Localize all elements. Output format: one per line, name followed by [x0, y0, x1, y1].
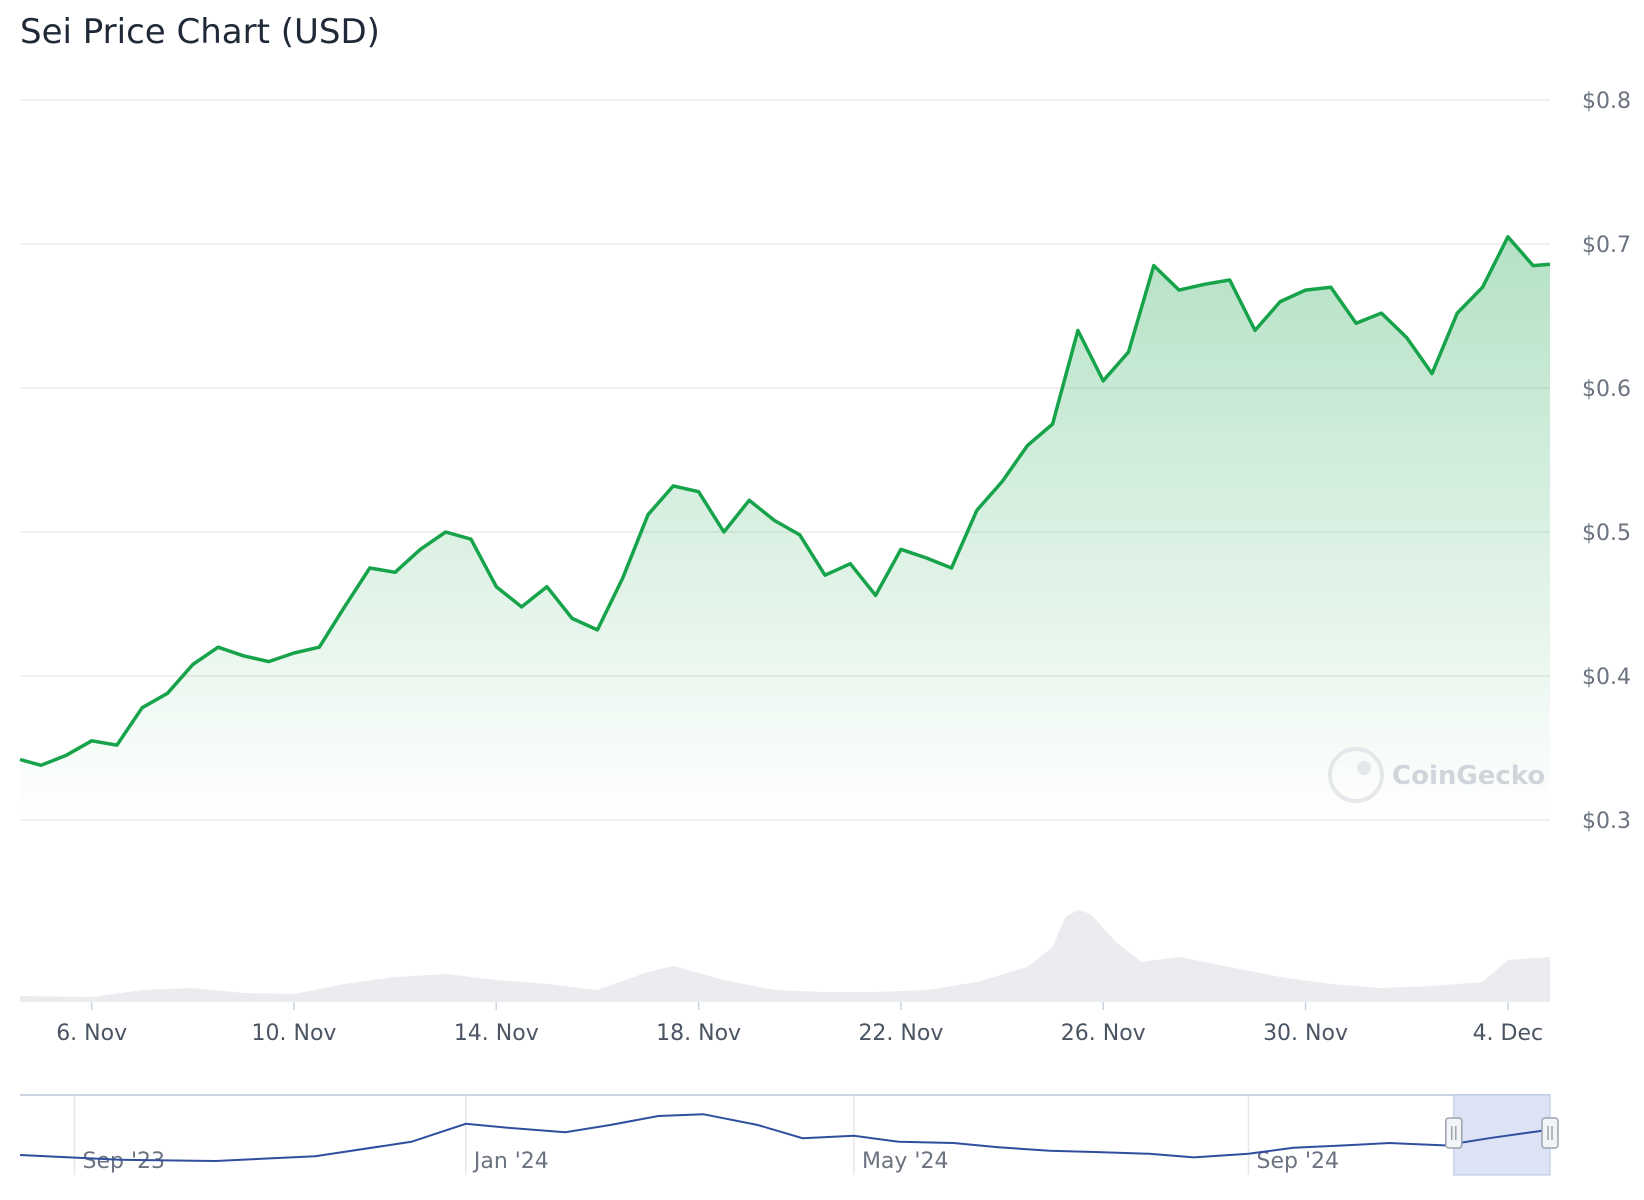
- x-tick-label: 18. Nov: [656, 1021, 741, 1046]
- y-tick-label: $0.6: [1582, 377, 1631, 402]
- x-tick-label: 6. Nov: [56, 1021, 127, 1046]
- price-series[interactable]: [19, 235, 1551, 821]
- y-tick-label: $0.4: [1582, 665, 1631, 690]
- volume-area-path: [20, 910, 1550, 1002]
- navigator-tick-label: Sep '24: [1256, 1149, 1339, 1174]
- range-navigator[interactable]: Sep '23 Jan '24 May '24 Sep '24: [19, 1094, 1559, 1176]
- navigator-selected-range[interactable]: [1453, 1094, 1551, 1176]
- volume-area: [20, 910, 1550, 1002]
- x-axis: 6. Nov 10. Nov 14. Nov 18. Nov 22. Nov 26. No…: [56, 1002, 1543, 1046]
- navigator-tick-label: May '24: [862, 1149, 949, 1174]
- x-tick-label: 4. Dec: [1473, 1021, 1544, 1046]
- navigator-series-line: [19, 1113, 1551, 1163]
- y-axis: $0.3 $0.4 $0.5 $0.6 $0.7 $0.8: [1582, 89, 1631, 834]
- price-line[interactable]: [19, 235, 1551, 768]
- x-tick-label: 26. Nov: [1061, 1021, 1146, 1046]
- navigator-tick-label: Sep '23: [83, 1149, 166, 1174]
- y-tick-label: $0.7: [1582, 233, 1631, 258]
- x-tick-label: 14. Nov: [454, 1021, 539, 1046]
- coingecko-logo-icon: [1328, 747, 1384, 803]
- navigator-left-handle[interactable]: [1445, 1117, 1463, 1149]
- coingecko-logo-eye-icon: [1357, 761, 1371, 775]
- chart-title: Sei Price Chart (USD): [20, 12, 380, 52]
- x-tick-label: 22. Nov: [858, 1021, 943, 1046]
- navigator-right-handle[interactable]: [1541, 1117, 1559, 1149]
- x-tick-label: 10. Nov: [252, 1021, 337, 1046]
- y-tick-label: $0.8: [1582, 89, 1631, 114]
- y-tick-label: $0.3: [1582, 809, 1631, 834]
- x-tick-label: 30. Nov: [1263, 1021, 1348, 1046]
- watermark-text: CoinGecko: [1392, 761, 1545, 791]
- y-tick-label: $0.5: [1582, 521, 1631, 546]
- navigator-tick-label: Jan '24: [472, 1149, 549, 1174]
- watermark: CoinGecko: [1328, 747, 1545, 803]
